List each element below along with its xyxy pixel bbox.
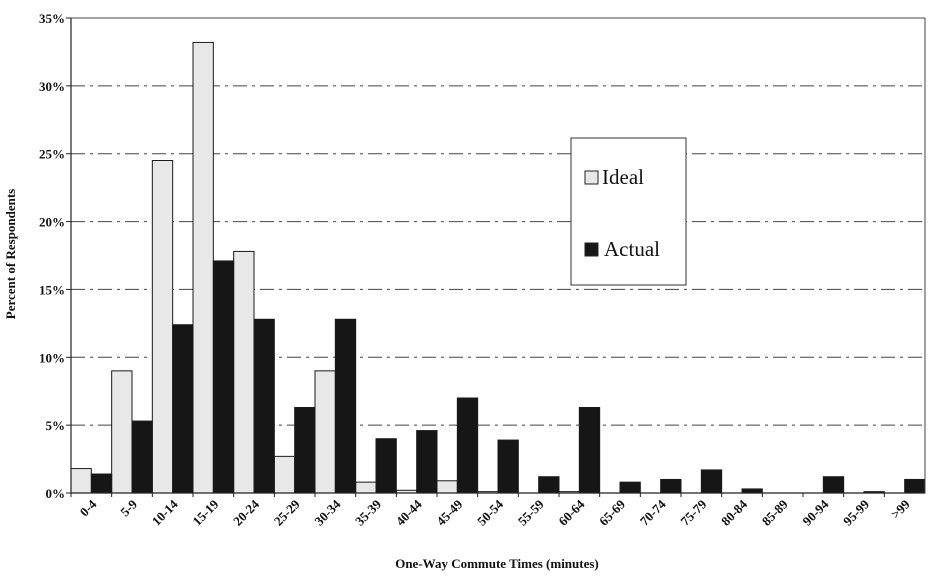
bar-ideal-25-29 (273, 455, 296, 494)
bar-actual-55-59 (538, 476, 560, 494)
x-tick-label: 20-24 (230, 496, 262, 528)
bar-actual-10-14 (172, 324, 194, 494)
bar-actual-15-19 (212, 260, 235, 494)
x-tick-label: 10-14 (149, 496, 181, 528)
bar-actual-40-44 (416, 430, 438, 494)
x-tick-label: 40-44 (393, 496, 425, 528)
x-tick-label: 55-59 (515, 496, 547, 528)
x-tick-label: 35-39 (352, 496, 384, 528)
x-tick-label: 85-89 (759, 496, 791, 528)
bar-actual-25-29 (294, 407, 316, 494)
y-tick-label: 30% (39, 79, 65, 94)
bar-ideal-10-14 (151, 160, 174, 494)
y-axis-title: Percent of Respondents (3, 189, 18, 319)
x-tick-label: 0-4 (77, 496, 100, 519)
x-tick-label: 75-79 (677, 496, 709, 528)
x-axis-title: One-Way Commute Times (minutes) (395, 556, 599, 571)
legend-label-ideal: Ideal (602, 165, 644, 189)
y-tick-labels: 0% 5% 10% 15% 20% 25% 30% 35% (39, 11, 71, 501)
bar-actual-65-69 (619, 481, 641, 494)
x-tick-label: 15-19 (189, 496, 221, 528)
y-tick-label: 35% (39, 11, 65, 26)
bar-actual-20-24 (253, 318, 275, 494)
x-tick-label: 25-29 (271, 496, 303, 528)
y-tick-label: 20% (39, 215, 65, 230)
x-tick-label: 45-49 (433, 496, 465, 528)
bar-ideal-5-9 (111, 370, 133, 494)
bar-actual-50-54 (497, 439, 519, 494)
legend-swatch-actual (584, 242, 599, 257)
bars (70, 41, 926, 494)
x-tick-label: 70-74 (637, 496, 669, 528)
y-tick-label: 5% (46, 418, 66, 433)
bar-actual->99 (904, 478, 926, 494)
x-tick-label: 5-9 (117, 496, 140, 519)
bar-ideal-15-19 (192, 41, 214, 494)
bar-actual-90-94 (822, 476, 845, 494)
y-tick-label: 0% (46, 486, 66, 501)
bar-actual-5-9 (131, 420, 153, 494)
x-tick-labels: 0-4 5-9 10-14 15-19 20-24 25-29 30-34 35-39 40-4… (70, 493, 913, 529)
legend: Ideal Actual (570, 137, 687, 286)
x-tick-label: 80-84 (718, 496, 750, 528)
bar-actual-80-84 (741, 488, 763, 494)
x-tick-label: >99 (888, 496, 913, 521)
x-tick-label: 30-34 (311, 496, 343, 528)
x-tick-label: 90-94 (799, 496, 831, 528)
x-tick-label: 65-69 (596, 496, 628, 528)
bar-ideal-20-24 (233, 250, 255, 494)
bar-actual-0-4 (90, 473, 113, 494)
legend-swatch-ideal (584, 170, 599, 185)
x-tick-label: 50-54 (474, 496, 506, 528)
legend-box (570, 137, 687, 286)
bar-actual-35-39 (375, 438, 397, 494)
bar-ideal-30-34 (314, 370, 336, 494)
bar-ideal-35-39 (355, 481, 377, 494)
x-tick-label: 95-99 (840, 496, 872, 528)
bar-actual-60-64 (578, 407, 601, 494)
bar-actual-45-49 (456, 397, 479, 494)
bar-ideal-45-49 (436, 480, 458, 494)
x-tick-label: 60-64 (555, 496, 587, 528)
y-tick-label: 10% (39, 350, 65, 365)
bar-actual-30-34 (334, 318, 357, 494)
y-tick-label: 15% (39, 282, 65, 297)
bar-actual-75-79 (700, 469, 723, 494)
axes (70, 17, 926, 494)
bar-actual-70-74 (660, 478, 682, 494)
y-tick-label: 25% (39, 147, 65, 162)
legend-label-actual: Actual (604, 237, 660, 261)
bar-ideal-0-4 (70, 468, 92, 494)
